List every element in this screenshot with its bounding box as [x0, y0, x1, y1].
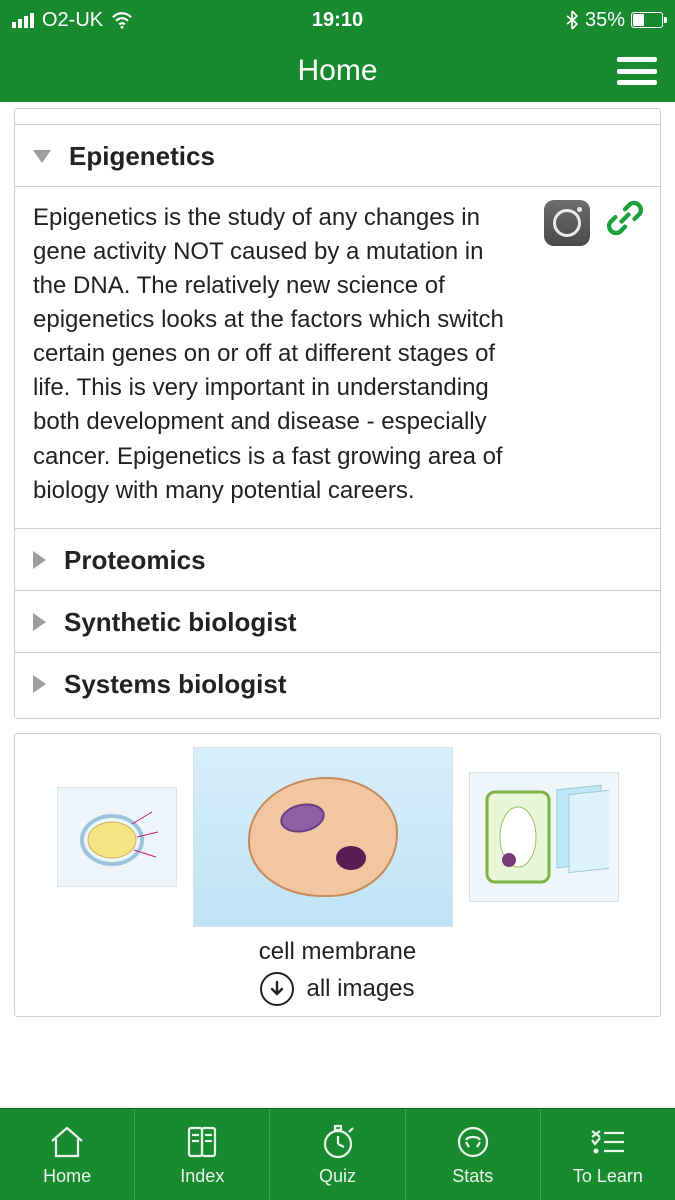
to-learn-icon: [586, 1122, 630, 1162]
nav-bar: Home: [0, 40, 675, 102]
status-right: 35%: [565, 9, 663, 32]
tab-label: Index: [180, 1166, 224, 1187]
tab-label: To Learn: [573, 1166, 643, 1187]
chevron-right-icon: [33, 675, 46, 693]
all-images-button[interactable]: all images: [19, 972, 656, 1006]
home-icon: [47, 1122, 87, 1162]
signal-icon: [12, 13, 34, 28]
stats-icon: [453, 1122, 493, 1162]
thumbnail-right[interactable]: [469, 772, 619, 902]
battery-pct-label: 35%: [585, 9, 625, 32]
battery-icon: [631, 12, 663, 28]
tab-bar: Home Index: [0, 1108, 675, 1200]
previous-section-sliver: [15, 109, 660, 125]
page-title: Home: [297, 54, 377, 88]
status-bar: O2-UK 19:10 35%: [0, 0, 675, 40]
tab-label: Quiz: [319, 1166, 356, 1187]
tab-label: Home: [43, 1166, 91, 1187]
app-screen: { "colors": { "brand_green": "#188b2f", …: [0, 0, 675, 1200]
chevron-right-icon: [33, 551, 46, 569]
chevron-down-icon: [33, 150, 51, 163]
image-row: [19, 742, 656, 932]
image-caption: cell membrane: [19, 938, 656, 966]
index-icon: [182, 1122, 222, 1162]
topics-card: Epigenetics Epigenetics is the study of …: [14, 108, 661, 719]
wifi-icon: [111, 11, 133, 29]
chevron-right-icon: [33, 613, 46, 631]
download-icon: [260, 972, 294, 1006]
carrier-label: O2-UK: [42, 9, 103, 32]
section-header-systems-biologist[interactable]: Systems biologist: [15, 653, 660, 714]
tab-to-learn[interactable]: To Learn: [541, 1109, 675, 1200]
section-title: Epigenetics: [69, 141, 215, 172]
bluetooth-icon: [565, 10, 579, 30]
tab-index[interactable]: Index: [135, 1109, 270, 1200]
thumbnail-left[interactable]: [57, 787, 177, 887]
section-header-proteomics[interactable]: Proteomics: [15, 529, 660, 591]
quiz-icon: [318, 1122, 358, 1162]
content-area: Epigenetics Epigenetics is the study of …: [0, 102, 675, 1108]
section-title: Proteomics: [64, 545, 206, 576]
section-title: Synthetic biologist: [64, 607, 297, 638]
tab-quiz[interactable]: Quiz: [270, 1109, 405, 1200]
section-body-epigenetics: Epigenetics is the study of any changes …: [15, 187, 660, 529]
status-left: O2-UK: [12, 9, 133, 32]
image-carousel[interactable]: cell membrane all images: [14, 733, 661, 1017]
section-title: Systems biologist: [64, 669, 287, 700]
tab-stats[interactable]: Stats: [406, 1109, 541, 1200]
menu-button[interactable]: [617, 57, 657, 85]
instagram-icon[interactable]: [544, 200, 590, 246]
section-header-epigenetics[interactable]: Epigenetics: [15, 125, 660, 187]
tab-label: Stats: [452, 1166, 493, 1187]
link-icon[interactable]: [604, 197, 646, 249]
thumbnail-main[interactable]: [193, 747, 453, 927]
section-header-synthetic-biologist[interactable]: Synthetic biologist: [15, 591, 660, 653]
all-images-label: all images: [306, 975, 414, 1003]
tab-home[interactable]: Home: [0, 1109, 135, 1200]
